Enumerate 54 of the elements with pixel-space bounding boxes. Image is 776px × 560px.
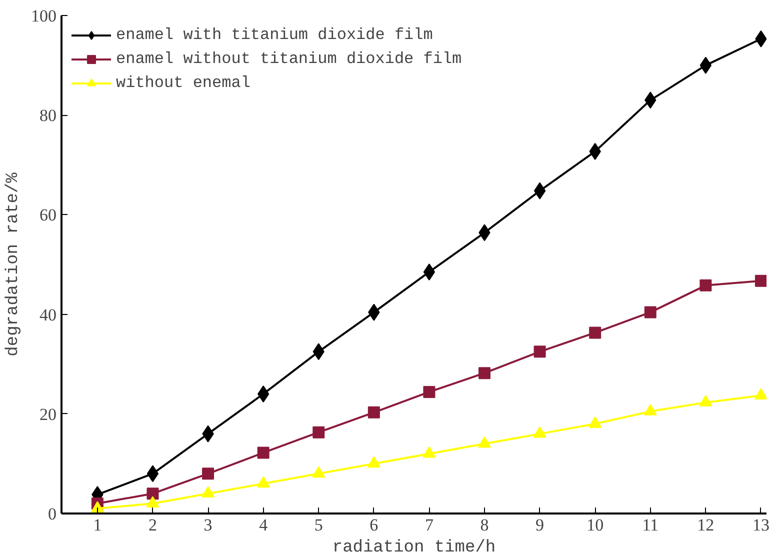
x-tick-label: 2	[148, 516, 157, 534]
y-axis-title: degradation rate/%	[4, 172, 23, 356]
x-axis-title: radiation time/h	[332, 538, 496, 558]
point	[90, 501, 104, 512]
x-tick-label: 13	[752, 516, 770, 534]
point	[257, 385, 270, 402]
x-tick-label: 6	[370, 516, 378, 534]
x-tick-label: 12	[697, 516, 714, 534]
point	[146, 496, 160, 508]
point	[534, 182, 546, 200]
point	[754, 274, 766, 287]
x-tick-label: 11	[642, 516, 659, 534]
point	[423, 386, 436, 398]
point	[312, 466, 326, 478]
y-tick-label: 0	[48, 504, 56, 524]
point	[644, 306, 656, 318]
point	[478, 367, 490, 380]
y-tick-label: 20	[40, 404, 56, 424]
point	[644, 404, 657, 416]
point	[146, 488, 159, 500]
point	[146, 465, 159, 482]
point	[257, 446, 270, 459]
point	[589, 326, 602, 339]
point	[312, 426, 325, 438]
point	[202, 468, 214, 480]
point	[256, 476, 270, 488]
point	[588, 416, 602, 428]
point	[754, 388, 766, 400]
y-tick-label: 80	[40, 106, 56, 126]
point	[368, 406, 380, 418]
y-tick-label: 100	[31, 6, 56, 26]
point	[699, 395, 712, 406]
point	[533, 426, 546, 438]
point	[478, 436, 491, 448]
x-tick-label: 8	[480, 516, 489, 534]
legend-label: without enemal	[116, 74, 250, 92]
point	[423, 263, 436, 280]
y-tick-label: 60	[40, 206, 56, 225]
x-tick-label: 5	[314, 516, 323, 534]
legend-label: enamel without titanium dioxide film	[116, 50, 462, 68]
point	[700, 56, 712, 74]
y-tick-label: 40	[40, 305, 56, 324]
x-tick-label: 4	[259, 516, 268, 534]
x-tick-label: 9	[536, 516, 544, 534]
point	[422, 446, 436, 458]
point	[367, 456, 380, 468]
x-tick-label: 7	[424, 516, 434, 534]
x-tick-label: 3	[204, 516, 212, 534]
point	[202, 486, 215, 498]
legend-label: enamel with titanium dioxide film	[116, 26, 433, 44]
x-tick-label: 10	[586, 516, 604, 534]
point	[534, 346, 546, 358]
x-tick-label: 1	[93, 516, 102, 534]
point	[700, 279, 712, 292]
